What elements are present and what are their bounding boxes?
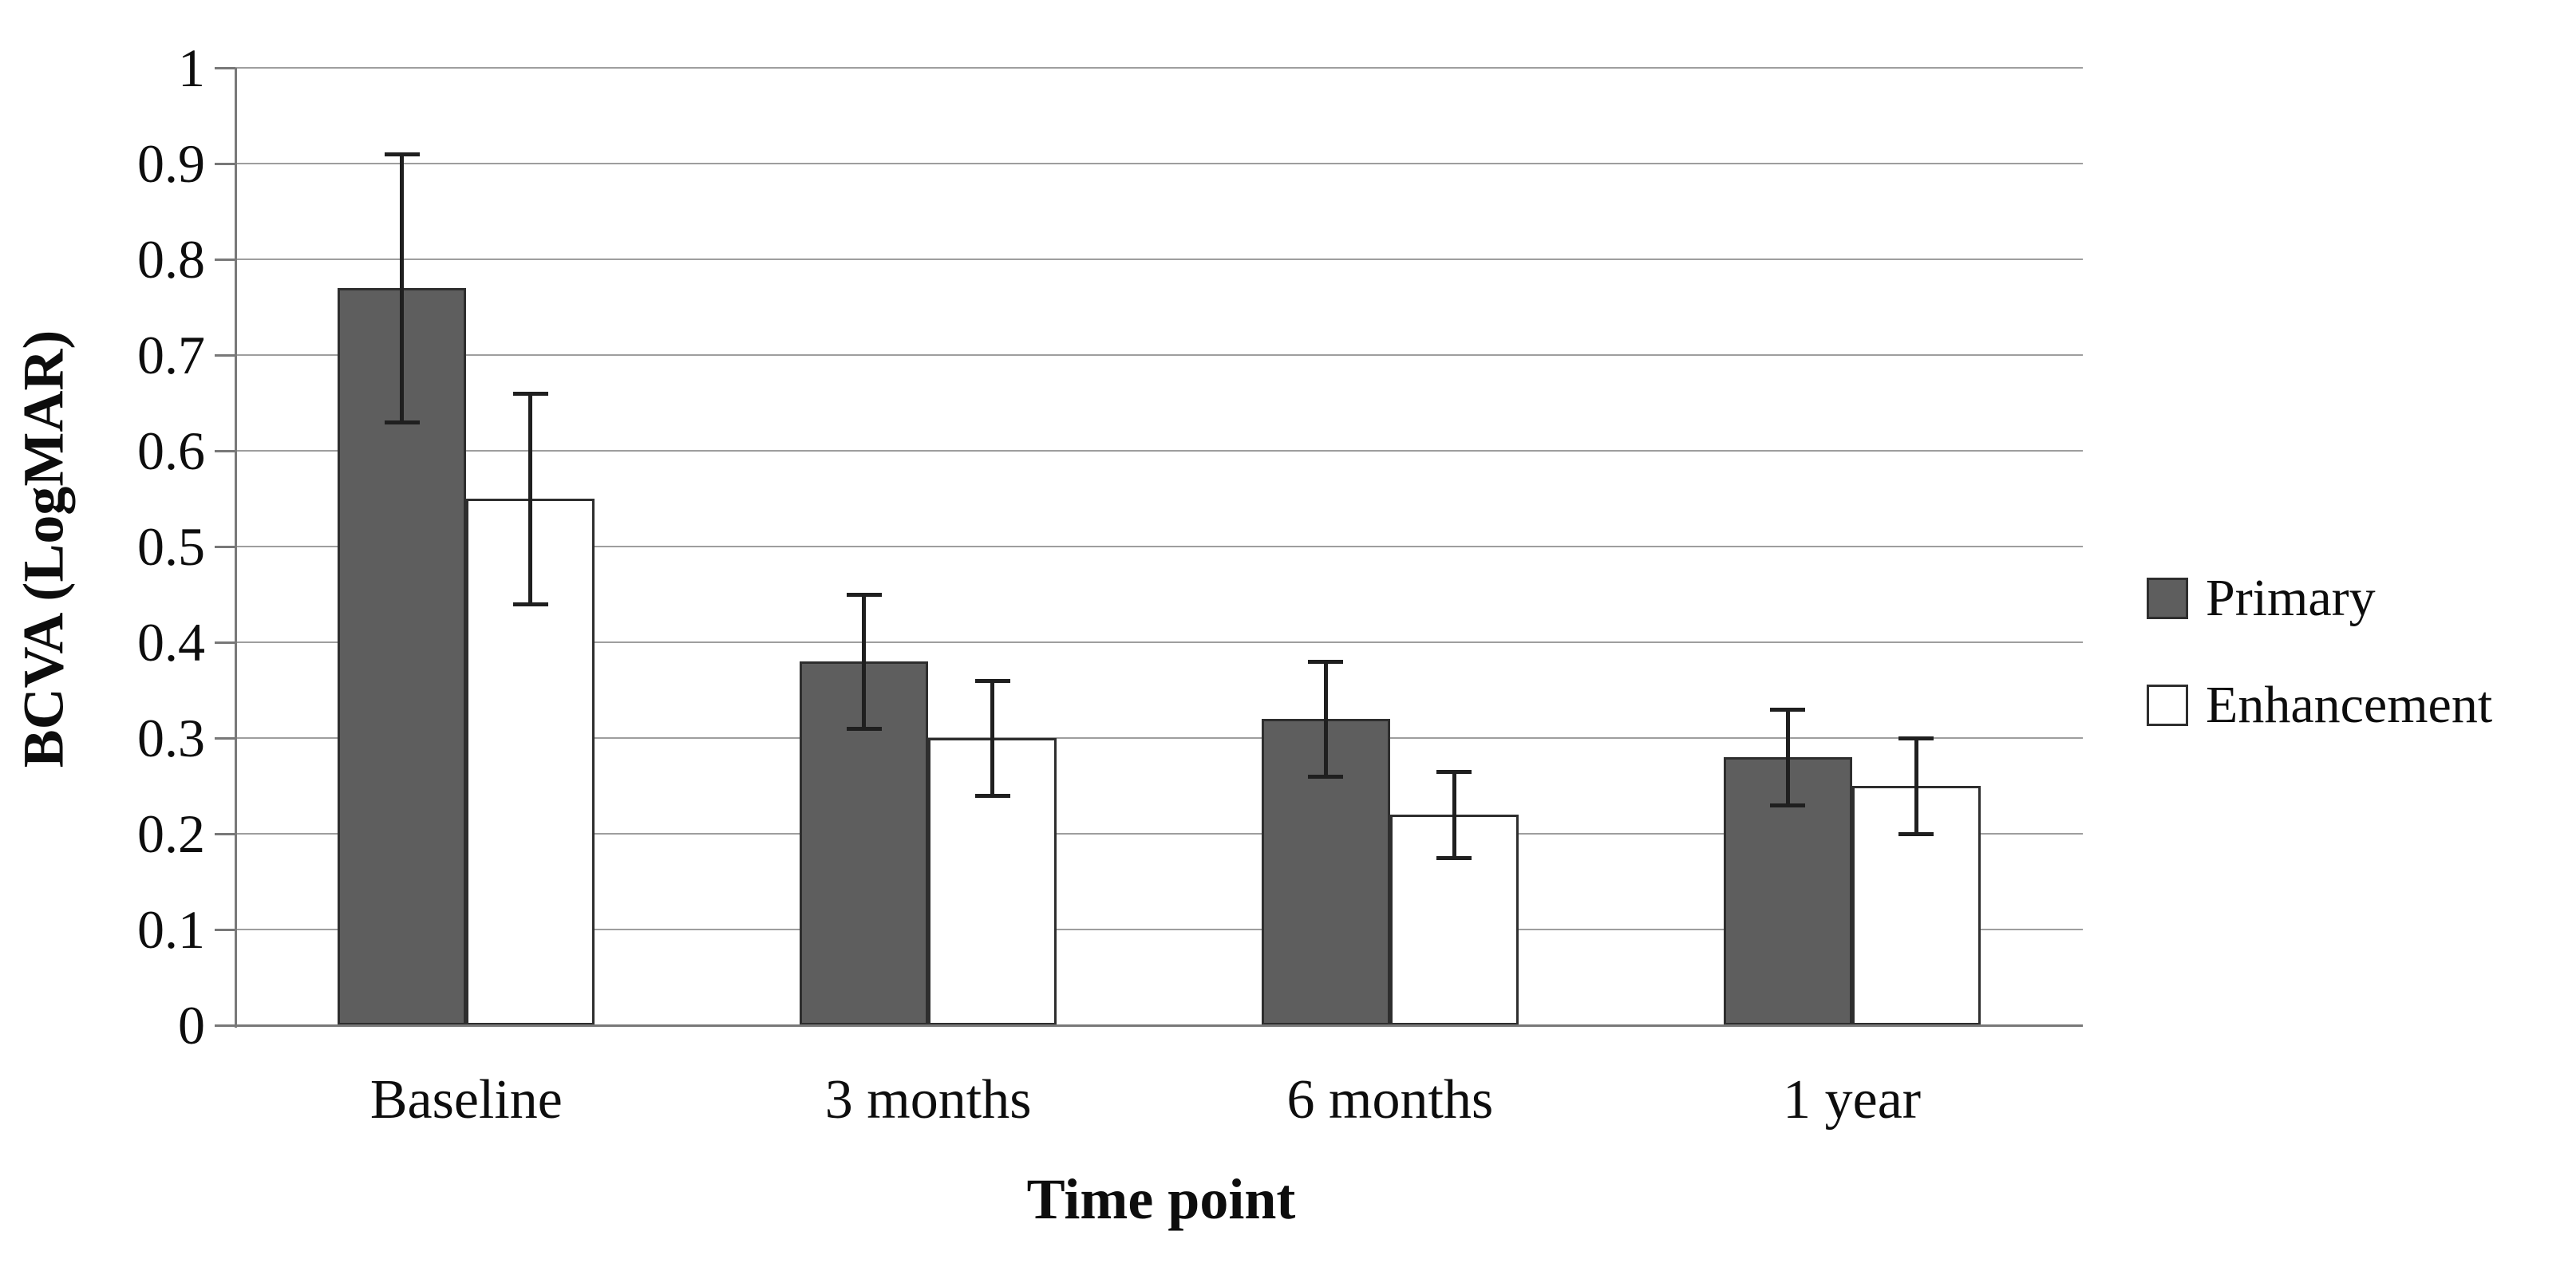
error-bar-cap-bottom <box>1308 774 1344 779</box>
gridline <box>235 929 2083 930</box>
gridline <box>235 641 2083 643</box>
y-tick-label: 0.5 <box>137 516 205 577</box>
x-category-label-baseline: Baseline <box>369 1069 563 1131</box>
y-tick-label: 0 <box>178 995 205 1056</box>
legend-item-primary: Primary <box>2147 570 2376 627</box>
error-bar-cap-bottom <box>1770 803 1806 807</box>
legend-item-enhancement: Enhancement <box>2147 677 2492 734</box>
x-category-label-1-year: 1 year <box>1783 1069 1922 1131</box>
error-bar-cap-top <box>512 391 548 396</box>
error-bar-cap-top <box>1898 736 1934 740</box>
x-category-label-3-months: 3 months <box>824 1069 1032 1131</box>
y-axis-tick <box>215 449 235 452</box>
y-axis-title: BCVA (LogMAR) <box>11 330 76 768</box>
gridline <box>235 354 2083 356</box>
y-tick-label: 0.3 <box>137 708 205 768</box>
y-axis-line <box>234 68 237 1028</box>
legend-swatch-enhancement-icon <box>2147 685 2188 726</box>
y-axis-tick <box>215 162 235 165</box>
error-bar-enhancement-3-months <box>990 681 995 795</box>
y-axis-tick <box>215 928 235 931</box>
gridline <box>235 450 2083 452</box>
error-bar-enhancement-baseline <box>528 393 533 604</box>
gridline <box>235 67 2083 69</box>
gridline <box>235 163 2083 164</box>
y-axis-tick <box>215 1024 235 1027</box>
y-axis-tick <box>215 736 235 740</box>
error-bar-primary-3-months <box>862 594 867 728</box>
y-axis-tick <box>215 641 235 644</box>
legend-label-primary: Primary <box>2206 569 2376 627</box>
y-tick-label: 0.2 <box>137 803 205 864</box>
y-tick-label: 0.7 <box>137 325 205 385</box>
y-axis-tick <box>215 66 235 69</box>
gridline <box>235 737 2083 739</box>
error-bar-cap-bottom <box>846 726 882 731</box>
y-tick-label: 0.6 <box>137 420 205 481</box>
error-bar-cap-bottom <box>512 602 548 606</box>
error-bar-cap-top <box>974 678 1010 683</box>
error-bar-enhancement-1-year <box>1914 738 1918 834</box>
y-axis-tick <box>215 258 235 261</box>
error-bar-cap-bottom <box>974 793 1010 798</box>
error-bar-cap-top <box>846 592 882 597</box>
x-axis-line <box>235 1024 2083 1027</box>
gridline <box>235 259 2083 260</box>
x-category-label-6-months: 6 months <box>1286 1069 1494 1131</box>
error-bar-cap-top <box>1770 707 1806 712</box>
x-axis-title: Time point <box>1026 1167 1296 1231</box>
error-bar-cap-bottom <box>1436 855 1472 860</box>
y-axis-tick <box>215 832 235 835</box>
error-bar-primary-baseline <box>400 154 405 422</box>
error-bar-cap-bottom <box>384 420 420 424</box>
y-axis-tick <box>215 545 235 548</box>
y-tick-label: 0.9 <box>137 133 205 194</box>
error-bar-enhancement-6-months <box>1452 772 1456 858</box>
legend-label-enhancement: Enhancement <box>2206 676 2493 734</box>
y-tick-label: 0.4 <box>137 612 205 673</box>
error-bar-cap-top <box>384 152 420 156</box>
y-tick-label: 0.1 <box>137 899 205 960</box>
error-bar-cap-bottom <box>1898 831 1934 836</box>
y-tick-label: 1 <box>178 37 205 98</box>
error-bar-primary-1-year <box>1785 709 1790 805</box>
error-bar-primary-6-months <box>1323 661 1328 776</box>
gridline <box>235 546 2083 547</box>
legend-swatch-primary-icon <box>2147 578 2188 619</box>
error-bar-cap-top <box>1436 769 1472 774</box>
error-bar-cap-top <box>1308 659 1344 664</box>
gridline <box>235 833 2083 835</box>
y-axis-tick <box>215 353 235 357</box>
y-tick-label: 0.8 <box>137 229 205 290</box>
